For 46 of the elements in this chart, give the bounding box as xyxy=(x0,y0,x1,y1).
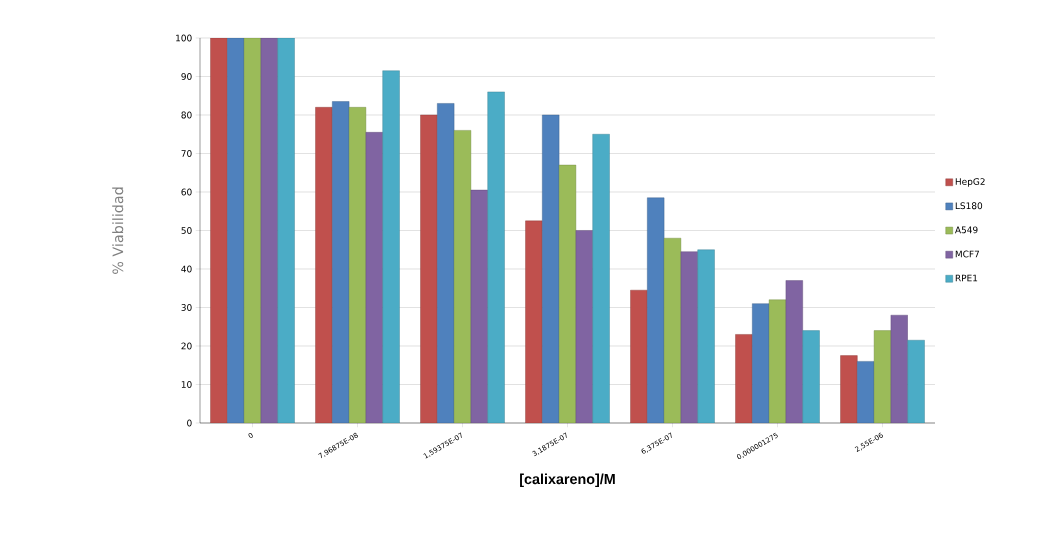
bar xyxy=(802,330,820,423)
bar xyxy=(752,303,770,423)
bar xyxy=(382,70,400,423)
bar xyxy=(315,107,333,423)
y-tick-label: 40 xyxy=(181,265,192,273)
y-tick-label: 30 xyxy=(181,304,192,311)
bar xyxy=(680,251,698,423)
bar xyxy=(785,280,803,423)
bar xyxy=(277,38,295,423)
bar xyxy=(260,38,278,423)
bar xyxy=(857,361,875,423)
bar xyxy=(332,101,350,423)
legend-label: HepG2 xyxy=(955,178,985,187)
bar xyxy=(592,134,610,423)
y-tick-label: 100 xyxy=(176,34,192,42)
bar xyxy=(735,334,753,423)
y-tick-label: 20 xyxy=(181,342,192,350)
y-tick-label: 0 xyxy=(187,419,192,427)
bar xyxy=(365,132,383,423)
bar xyxy=(525,220,543,423)
bar xyxy=(575,230,593,423)
bar xyxy=(227,38,245,423)
y-tick-label: 90 xyxy=(181,73,192,80)
bar xyxy=(890,315,908,423)
legend-label: MCF7 xyxy=(955,250,980,258)
bar xyxy=(210,38,228,423)
y-tick-label: 70 xyxy=(181,150,192,157)
legend-label: RPE1 xyxy=(955,274,978,282)
bar xyxy=(630,289,648,423)
y-tick-label: 60 xyxy=(181,188,192,196)
legend-label: A549 xyxy=(954,226,978,234)
bar xyxy=(907,340,925,423)
y-axis-title: % Viabilidad xyxy=(112,187,124,274)
y-tick-label: 80 xyxy=(181,111,192,119)
bar xyxy=(697,249,715,423)
y-tick-label: 10 xyxy=(181,381,192,388)
bar xyxy=(542,114,560,423)
bar xyxy=(647,197,665,423)
bar xyxy=(420,114,438,423)
bar xyxy=(437,103,455,423)
bar xyxy=(470,189,488,423)
bar xyxy=(840,355,858,423)
legend-label: LS180 xyxy=(955,202,983,210)
bar xyxy=(487,91,505,423)
y-tick-label: 50 xyxy=(181,227,192,234)
x-axis-title: [calixareno]/M xyxy=(520,473,615,487)
